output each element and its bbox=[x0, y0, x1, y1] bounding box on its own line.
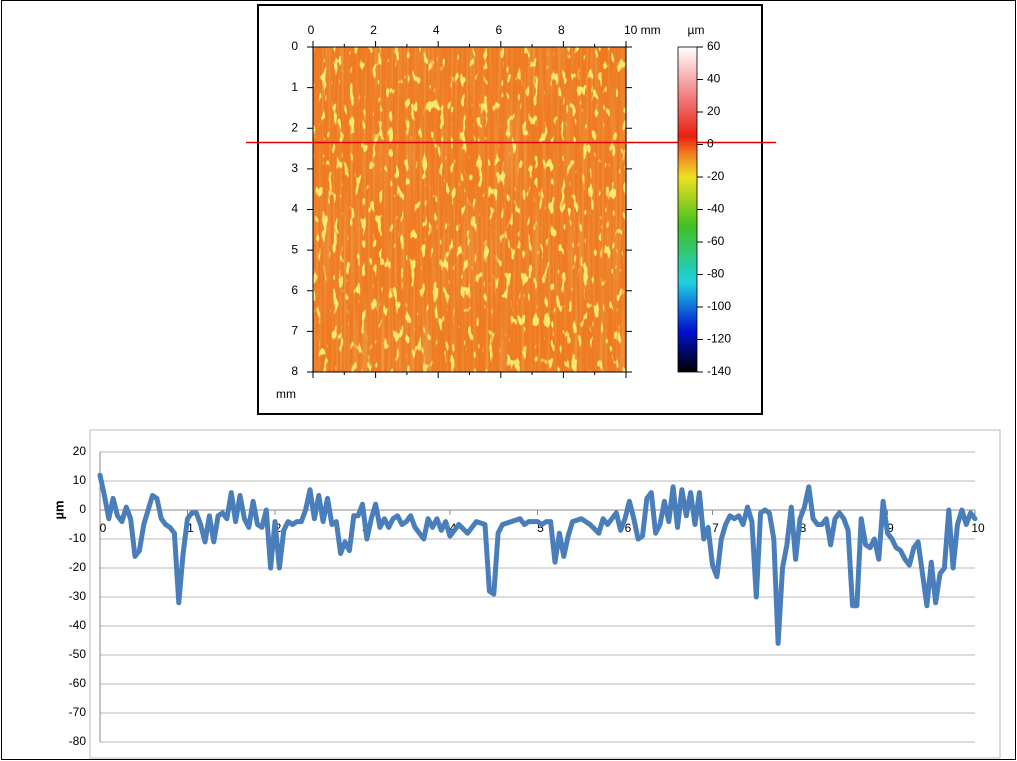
colorbar-tick-label: 60 bbox=[707, 39, 721, 53]
y-tick-label: 6 bbox=[291, 283, 298, 297]
x-tick-label: 7 bbox=[712, 521, 719, 535]
colorbar-tick-label: -140 bbox=[707, 364, 731, 378]
y-tick-label: -60 bbox=[69, 676, 87, 690]
y-axis-label: µm bbox=[51, 500, 66, 519]
y-tick-label: 1 bbox=[291, 80, 298, 94]
colorbar-tick-label: 20 bbox=[707, 104, 721, 118]
x-tick-label: 4 bbox=[433, 23, 440, 37]
profile-line bbox=[97, 472, 978, 646]
y-tick-label: 2 bbox=[291, 120, 298, 134]
y-tick-label: -80 bbox=[69, 734, 87, 748]
y-tick-label: -50 bbox=[69, 647, 87, 661]
y-tick-label: -30 bbox=[69, 589, 87, 603]
map bbox=[312, 46, 627, 373]
colorbar-tick-label: -20 bbox=[707, 169, 725, 183]
x-tick-label: 1 bbox=[187, 521, 194, 535]
x-tick-label: 6 bbox=[495, 23, 502, 37]
profile-panel bbox=[89, 429, 1001, 759]
colorbar-label: µm bbox=[688, 23, 705, 37]
y-axis-label: mm bbox=[276, 387, 296, 401]
y-tick-label: -40 bbox=[69, 618, 87, 632]
y-tick-label: 0 bbox=[79, 502, 86, 516]
colorbar bbox=[677, 46, 698, 373]
x-tick-label: 2 bbox=[370, 23, 377, 37]
x-tick-label: 10 mm bbox=[624, 23, 661, 37]
colorbar-tick-label: -60 bbox=[707, 234, 725, 248]
x-tick-label: 6 bbox=[625, 521, 632, 535]
colorbar-tick-label: 40 bbox=[707, 72, 721, 86]
y-tick-label: 4 bbox=[291, 202, 298, 216]
y-tick-label: 20 bbox=[73, 444, 87, 458]
x-tick-label: 8 bbox=[558, 23, 565, 37]
y-tick-label: -10 bbox=[69, 531, 87, 545]
colorbar-tick-label: -120 bbox=[707, 332, 731, 346]
y-tick-label: 8 bbox=[291, 364, 298, 378]
y-tick-label: 0 bbox=[291, 39, 298, 53]
colorbar-tick-label: 0 bbox=[707, 137, 714, 151]
map-speckle bbox=[313, 47, 626, 372]
colorbar-tick-label: -40 bbox=[707, 202, 725, 216]
x-tick-label: 2 bbox=[275, 521, 282, 535]
colorbar-tick-label: -100 bbox=[707, 299, 731, 313]
x-tick-label: 9 bbox=[887, 521, 894, 535]
x-tick-label: 0 bbox=[100, 521, 107, 535]
y-tick-label: -20 bbox=[69, 560, 87, 574]
x-tick-label: 0 bbox=[308, 23, 315, 37]
y-tick-label: 10 bbox=[73, 473, 87, 487]
colorbar-tick-label: -80 bbox=[707, 267, 725, 281]
x-tick-label: 8 bbox=[800, 521, 807, 535]
x-tick-label: 5 bbox=[537, 521, 544, 535]
y-tick-label: 5 bbox=[291, 242, 298, 256]
x-tick-label: 10 bbox=[971, 521, 985, 535]
y-tick-label: 7 bbox=[291, 324, 298, 338]
y-tick-label: -70 bbox=[69, 705, 87, 719]
y-tick-label: 3 bbox=[291, 161, 298, 175]
